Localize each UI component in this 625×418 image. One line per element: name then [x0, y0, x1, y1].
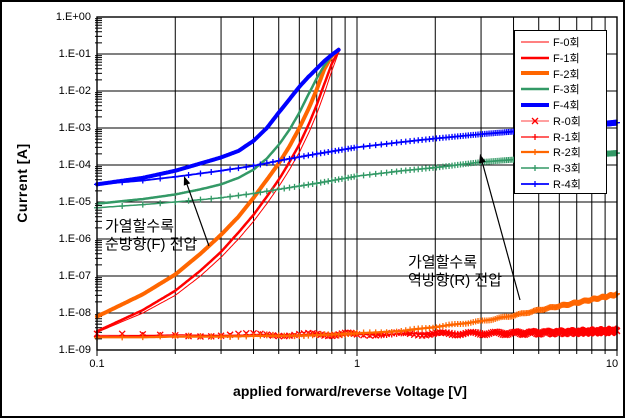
legend-item-label: R-4회 [553, 179, 581, 192]
legend-item-label: F-4회 [553, 100, 580, 113]
legend-line-sample [521, 71, 549, 76]
legend-item-label: R-3회 [553, 163, 581, 176]
annotation-arrow [183, 176, 210, 247]
legend-line-sample [521, 56, 549, 59]
series-line-f4 [95, 47, 341, 187]
x-axis-title: applied forward/reverse Voltage [V] [233, 383, 467, 399]
legend-item-label: R-0회 [553, 115, 581, 128]
legend-item-label: F-1회 [553, 52, 580, 65]
legend-item-label: R-2회 [553, 147, 581, 160]
y-tick-label: 1.E+00 [55, 10, 91, 23]
legend-line-sample [521, 149, 549, 156]
annotation-arrow [479, 154, 521, 301]
x-tick-label: 0.1 [89, 358, 105, 370]
y-tick-label: 1.E-02 [58, 84, 91, 97]
legend-line-sample [521, 133, 549, 140]
legend-item: F-3회 [515, 81, 606, 97]
annotation-text-reverse-note: 가열할수록 역방향(R) 전압 [408, 254, 502, 289]
legend-line-sample [521, 181, 549, 188]
x-tick-label: 1 [353, 358, 361, 370]
legend-item: R-4회 [515, 176, 606, 192]
legend-item: F-4회 [515, 97, 606, 113]
legend-item: R-0회 [515, 113, 606, 129]
y-tick-label: 1.E-08 [58, 306, 91, 319]
legend-line-sample [521, 88, 549, 91]
legend-item: F-0회 [515, 34, 606, 50]
y-tick-label: 1.E-04 [58, 158, 91, 171]
y-tick-label: 1.E-01 [58, 47, 91, 60]
legend-item-label: F-0회 [553, 36, 580, 49]
y-axis-title: Current [A] [14, 143, 30, 223]
legend-line-sample [521, 165, 549, 172]
legend-item: R-3회 [515, 160, 606, 176]
plot-border [96, 16, 618, 351]
legend-line-sample [521, 103, 549, 108]
legend: F-0회 F-1회 F-2회 F-3회 F-4회 R-0회 R-1회 R-2회 R-3회 R-4회 [514, 30, 607, 194]
legend-item-label: R-1회 [553, 131, 581, 144]
legend-line-sample [521, 41, 549, 43]
legend-line-sample [521, 117, 549, 125]
y-tick-label: 1.E-09 [58, 343, 91, 356]
legend-item: F-1회 [515, 50, 606, 66]
legend-item: R-1회 [515, 129, 606, 145]
legend-item: R-2회 [515, 145, 606, 161]
y-tick-label: 1.E-03 [58, 121, 91, 134]
y-tick-label: 1.E-06 [58, 232, 91, 245]
series-line-f2 [95, 47, 341, 319]
legend-item: F-2회 [515, 66, 606, 82]
series-markers-r2 [94, 290, 620, 341]
legend-item-label: F-2회 [553, 68, 580, 81]
y-tick-label: 1.E-07 [58, 269, 91, 282]
series-line-f1 [95, 49, 340, 333]
x-tick-label: 10 [605, 358, 619, 370]
legend-item-label: F-3회 [553, 84, 580, 97]
annotation-text-forward-note: 가열할수록 순방향(F) 전압 [105, 218, 198, 253]
y-tick-label: 1.E-05 [58, 195, 91, 208]
series-line-f0 [96, 52, 340, 333]
series-line-f3 [95, 48, 340, 205]
